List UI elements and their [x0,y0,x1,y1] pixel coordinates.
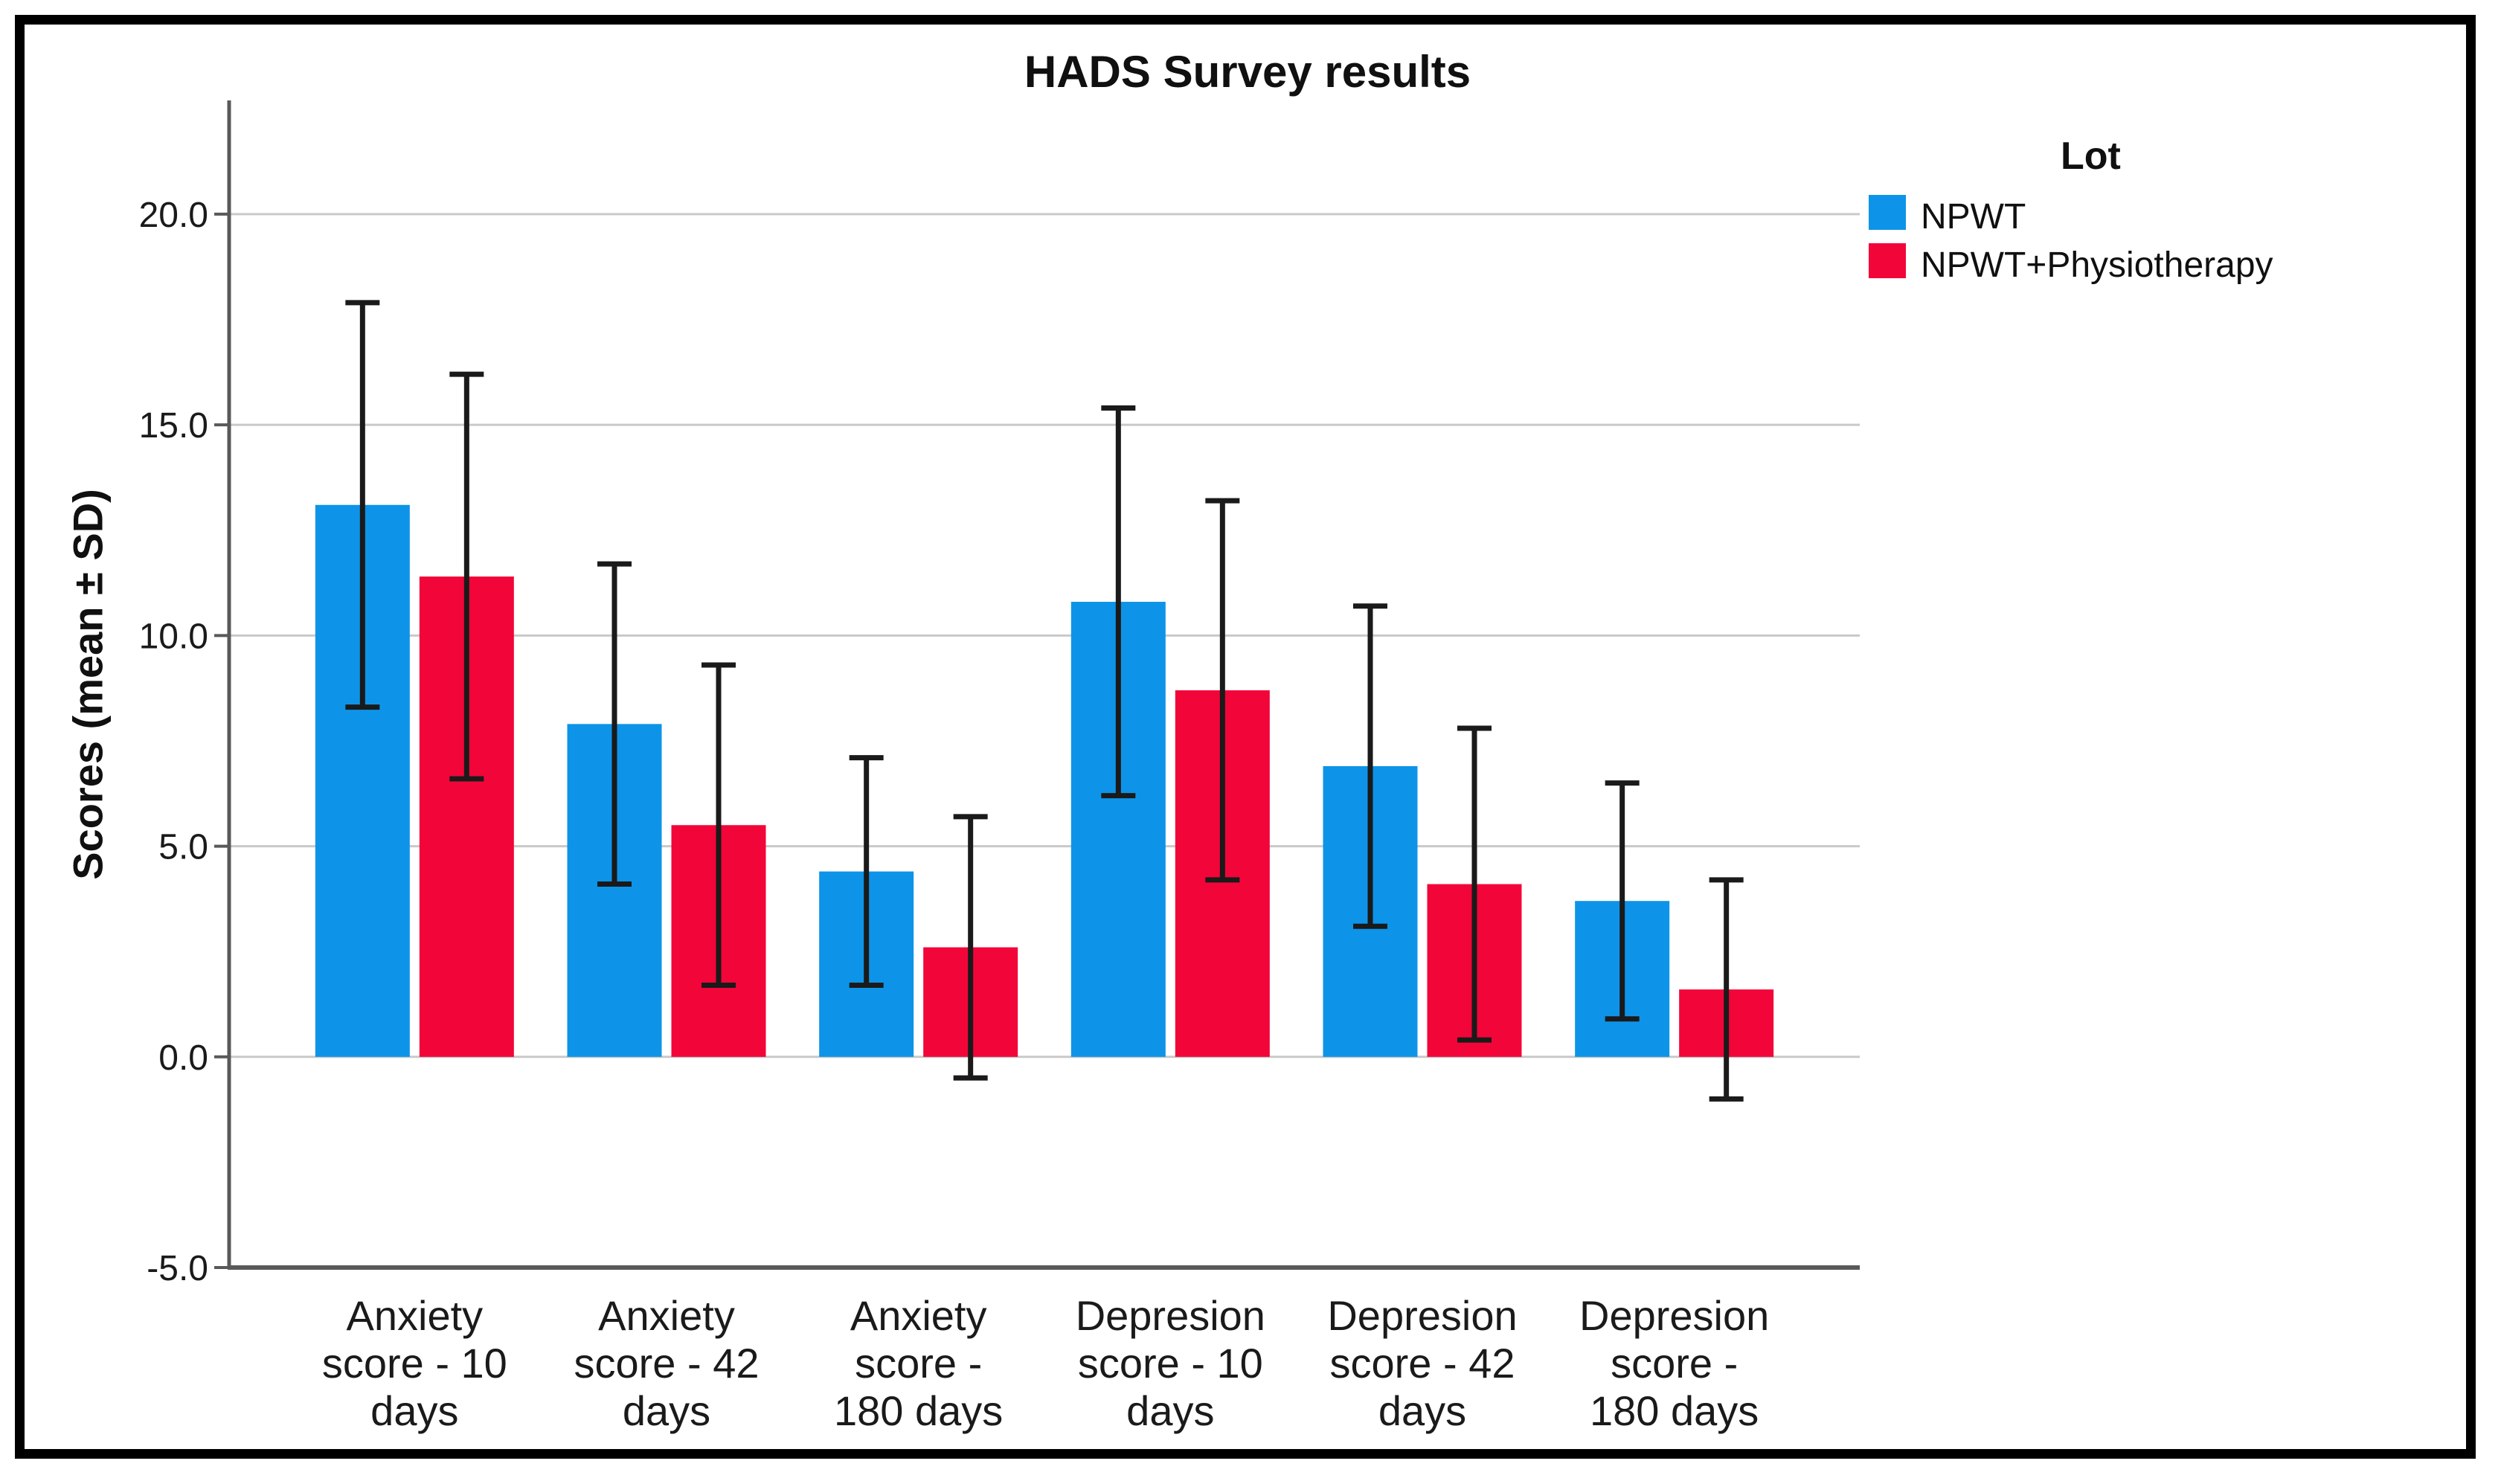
figure-border [15,15,2476,1459]
legend-swatch-npwt-physiotherapy [1869,243,1906,278]
y-tick-label: 10.0 [139,617,208,656]
y-tick-label: 15.0 [139,406,208,446]
legend-swatch-npwt [1869,195,1906,230]
y-tick-label: 0.0 [158,1038,208,1078]
x-category-label: Depresion score - 10 days [1076,1292,1265,1434]
x-category-label: Depresion score - 42 days [1327,1292,1517,1434]
x-category-label: Anxiety score -180 days [834,1292,1003,1434]
legend-label-npwt: NPWT [1921,197,2026,237]
legend-title: Lot [2061,135,2121,178]
x-category-label: Depresion score -180 days [1579,1292,1769,1434]
y-tick-label: 20.0 [139,196,208,235]
x-category-label: Anxiety score - 42 days [574,1292,760,1434]
legend-label-npwt-physiotherapy: NPWT+Physiotherapy [1921,245,2273,285]
x-category-label: Anxiety score - 10 days [322,1292,507,1434]
y-tick-label: -5.0 [147,1249,208,1288]
y-tick-label: 5.0 [158,828,208,867]
chart-title: HADS Survey results [1024,47,1471,97]
